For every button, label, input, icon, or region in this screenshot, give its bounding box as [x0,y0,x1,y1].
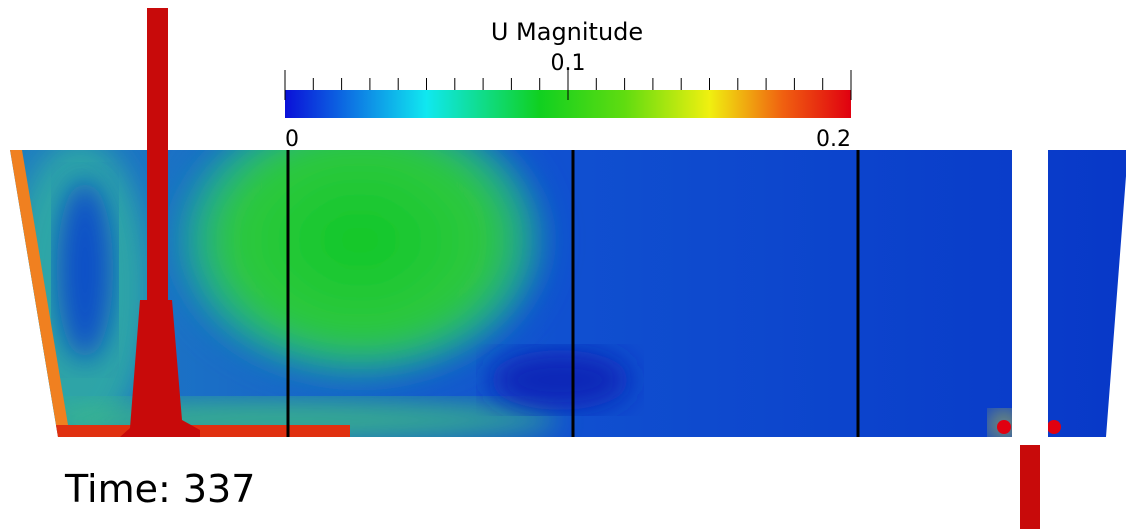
colorbar-title: U Magnitude [491,18,643,46]
tick-label: 0 [285,127,299,152]
colorbar: U Magnitude 0 0.1 0.2 [284,18,852,152]
time-label: Time: 337 [64,467,255,511]
inlet-jet [120,8,200,437]
probe-lines [286,150,860,437]
tick-label: 0.2 [816,127,851,152]
outlet-jet [1020,445,1040,529]
tick-label: 0.1 [551,51,586,76]
